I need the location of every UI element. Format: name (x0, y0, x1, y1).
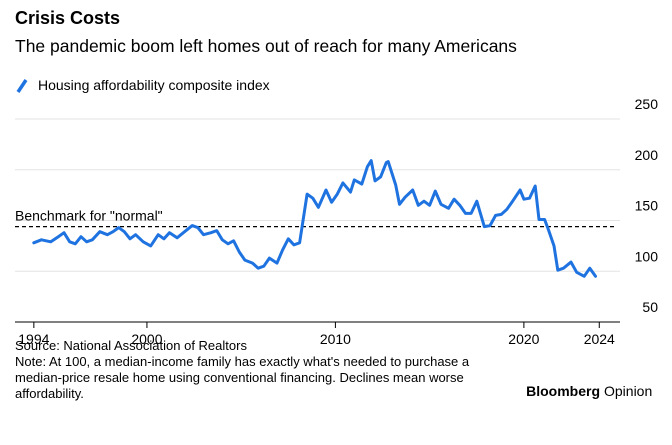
note: Note: At 100, a median-income family has… (15, 354, 470, 369)
note: affordability. (15, 386, 84, 401)
brand-suffix: Opinion (604, 383, 652, 399)
y-tick-label: 200 (635, 147, 659, 163)
y-tick-label: 100 (635, 248, 659, 264)
x-tick-label: 2020 (508, 331, 539, 347)
x-tick-label: 1994 (18, 331, 49, 347)
brand: Bloomberg (526, 383, 600, 399)
y-tick-label: 50 (642, 299, 658, 315)
x-tick-label: 2010 (320, 331, 351, 347)
y-tick-label: 250 (635, 96, 659, 112)
chart-title: Crisis Costs (15, 8, 120, 28)
note: median-price resale home using conventio… (15, 370, 464, 385)
benchmark-label: Benchmark for "normal" (15, 208, 163, 224)
legend-swatch (16, 79, 28, 93)
chart-subtitle: The pandemic boom left homes out of reac… (15, 36, 517, 56)
y-tick-label: 150 (635, 198, 659, 214)
x-tick-label: 2024 (584, 331, 615, 347)
x-tick-label: 2000 (131, 331, 162, 347)
source: Source: National Association of Realtors (15, 338, 247, 353)
data-line (32, 159, 597, 278)
legend-label: Housing affordability composite index (38, 77, 270, 93)
